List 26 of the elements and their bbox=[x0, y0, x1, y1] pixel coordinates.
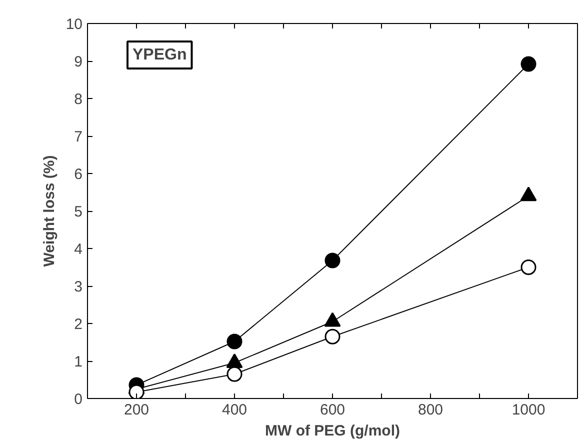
point bbox=[324, 252, 340, 268]
x-tick-label: 400 bbox=[222, 402, 248, 418]
point bbox=[520, 56, 536, 72]
y-tick-label: 1 bbox=[74, 354, 82, 370]
y-tick-label: 2 bbox=[74, 316, 82, 333]
point bbox=[520, 260, 536, 275]
x-tick-label: 1000 bbox=[512, 402, 546, 418]
y-tick-label: 5 bbox=[74, 204, 82, 220]
annotation: YPEGn bbox=[132, 46, 187, 64]
point bbox=[226, 334, 242, 350]
y-axis-title: Weight loss (%) bbox=[40, 155, 58, 267]
y-tick-label: 9 bbox=[74, 54, 82, 70]
x-tick-label: 800 bbox=[418, 402, 444, 418]
x-tick-label: 600 bbox=[320, 402, 346, 418]
y-tick-label: 7 bbox=[74, 128, 82, 146]
point bbox=[226, 366, 242, 382]
point bbox=[128, 384, 144, 398]
y-tick-label: 0 bbox=[74, 391, 82, 408]
y-tick-label: 6 bbox=[74, 166, 82, 183]
y-tick-label: 3 bbox=[74, 278, 82, 296]
point bbox=[324, 328, 340, 344]
x-tick-label: 200 bbox=[124, 402, 150, 418]
y-tick-label: 8 bbox=[74, 91, 82, 108]
y-tick-label: 10 bbox=[66, 16, 83, 33]
y-tick-label: 4 bbox=[74, 241, 82, 258]
x-axis-title: MW of PEG (g/mol) bbox=[265, 422, 400, 440]
